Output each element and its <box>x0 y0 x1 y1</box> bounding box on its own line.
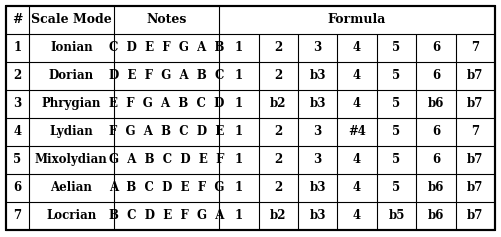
Text: 6: 6 <box>13 181 22 194</box>
Text: 1: 1 <box>235 125 243 138</box>
Text: 1: 1 <box>235 41 243 55</box>
Text: 2: 2 <box>274 181 283 194</box>
Text: Dorian: Dorian <box>49 69 94 82</box>
Text: 1: 1 <box>13 41 22 55</box>
Text: Formula: Formula <box>328 14 386 26</box>
Text: b2: b2 <box>270 210 287 222</box>
Text: B  C  D  E  F  G  A: B C D E F G A <box>109 210 224 222</box>
Text: Scale Mode: Scale Mode <box>31 14 112 26</box>
Text: 1: 1 <box>235 210 243 222</box>
Text: F  G  A  B  C  D  E: F G A B C D E <box>109 125 224 138</box>
Text: 7: 7 <box>471 125 479 138</box>
Text: b2: b2 <box>270 97 287 110</box>
Text: #: # <box>12 14 23 26</box>
Text: b6: b6 <box>428 210 444 222</box>
Text: 4: 4 <box>353 153 361 166</box>
Text: 3: 3 <box>314 41 322 55</box>
Text: b7: b7 <box>467 181 483 194</box>
Text: b7: b7 <box>467 153 483 166</box>
Text: D  E  F  G  A  B  C: D E F G A B C <box>109 69 224 82</box>
Text: 2: 2 <box>274 125 283 138</box>
Text: A  B  C  D  E  F  G: A B C D E F G <box>109 181 224 194</box>
Text: Aelian: Aelian <box>51 181 92 194</box>
Text: E  F  G  A  B  C  D: E F G A B C D <box>109 97 224 110</box>
Text: G  A  B  C  D  E  F: G A B C D E F <box>109 153 224 166</box>
Text: 1: 1 <box>235 97 243 110</box>
Text: Lydian: Lydian <box>50 125 93 138</box>
Text: 2: 2 <box>274 41 283 55</box>
Text: 7: 7 <box>471 41 479 55</box>
Text: Phrygian: Phrygian <box>42 97 101 110</box>
Text: b6: b6 <box>428 181 444 194</box>
Text: b7: b7 <box>467 69 483 82</box>
Text: 5: 5 <box>392 69 401 82</box>
Text: b3: b3 <box>310 181 326 194</box>
Text: C  D  E  F  G  A  B: C D E F G A B <box>109 41 224 55</box>
Text: b5: b5 <box>388 210 405 222</box>
Text: 7: 7 <box>13 210 22 222</box>
Text: 5: 5 <box>392 97 401 110</box>
Text: 5: 5 <box>392 41 401 55</box>
Text: 5: 5 <box>392 181 401 194</box>
Text: 4: 4 <box>353 97 361 110</box>
Text: Notes: Notes <box>146 14 187 26</box>
Text: b6: b6 <box>428 97 444 110</box>
Text: 5: 5 <box>392 125 401 138</box>
Text: 1: 1 <box>235 153 243 166</box>
Text: 4: 4 <box>13 125 22 138</box>
Text: 2: 2 <box>13 69 22 82</box>
Text: Locrian: Locrian <box>46 210 96 222</box>
Text: b7: b7 <box>467 97 483 110</box>
Text: 3: 3 <box>314 153 322 166</box>
Text: 6: 6 <box>432 153 440 166</box>
Text: 1: 1 <box>235 69 243 82</box>
Text: 4: 4 <box>353 181 361 194</box>
Text: 2: 2 <box>274 153 283 166</box>
Text: 4: 4 <box>353 210 361 222</box>
Text: Mixolydian: Mixolydian <box>35 153 108 166</box>
Text: 4: 4 <box>353 41 361 55</box>
Text: 6: 6 <box>432 125 440 138</box>
Text: 6: 6 <box>432 69 440 82</box>
Text: 4: 4 <box>353 69 361 82</box>
Text: 3: 3 <box>13 97 22 110</box>
Text: b3: b3 <box>310 210 326 222</box>
Text: 1: 1 <box>235 181 243 194</box>
Text: 2: 2 <box>274 69 283 82</box>
Text: 5: 5 <box>392 153 401 166</box>
Text: b3: b3 <box>310 69 326 82</box>
Text: b3: b3 <box>310 97 326 110</box>
Text: 3: 3 <box>314 125 322 138</box>
Text: Ionian: Ionian <box>50 41 93 55</box>
Text: 5: 5 <box>13 153 22 166</box>
Text: #4: #4 <box>348 125 366 138</box>
Text: 6: 6 <box>432 41 440 55</box>
Text: b7: b7 <box>467 210 483 222</box>
